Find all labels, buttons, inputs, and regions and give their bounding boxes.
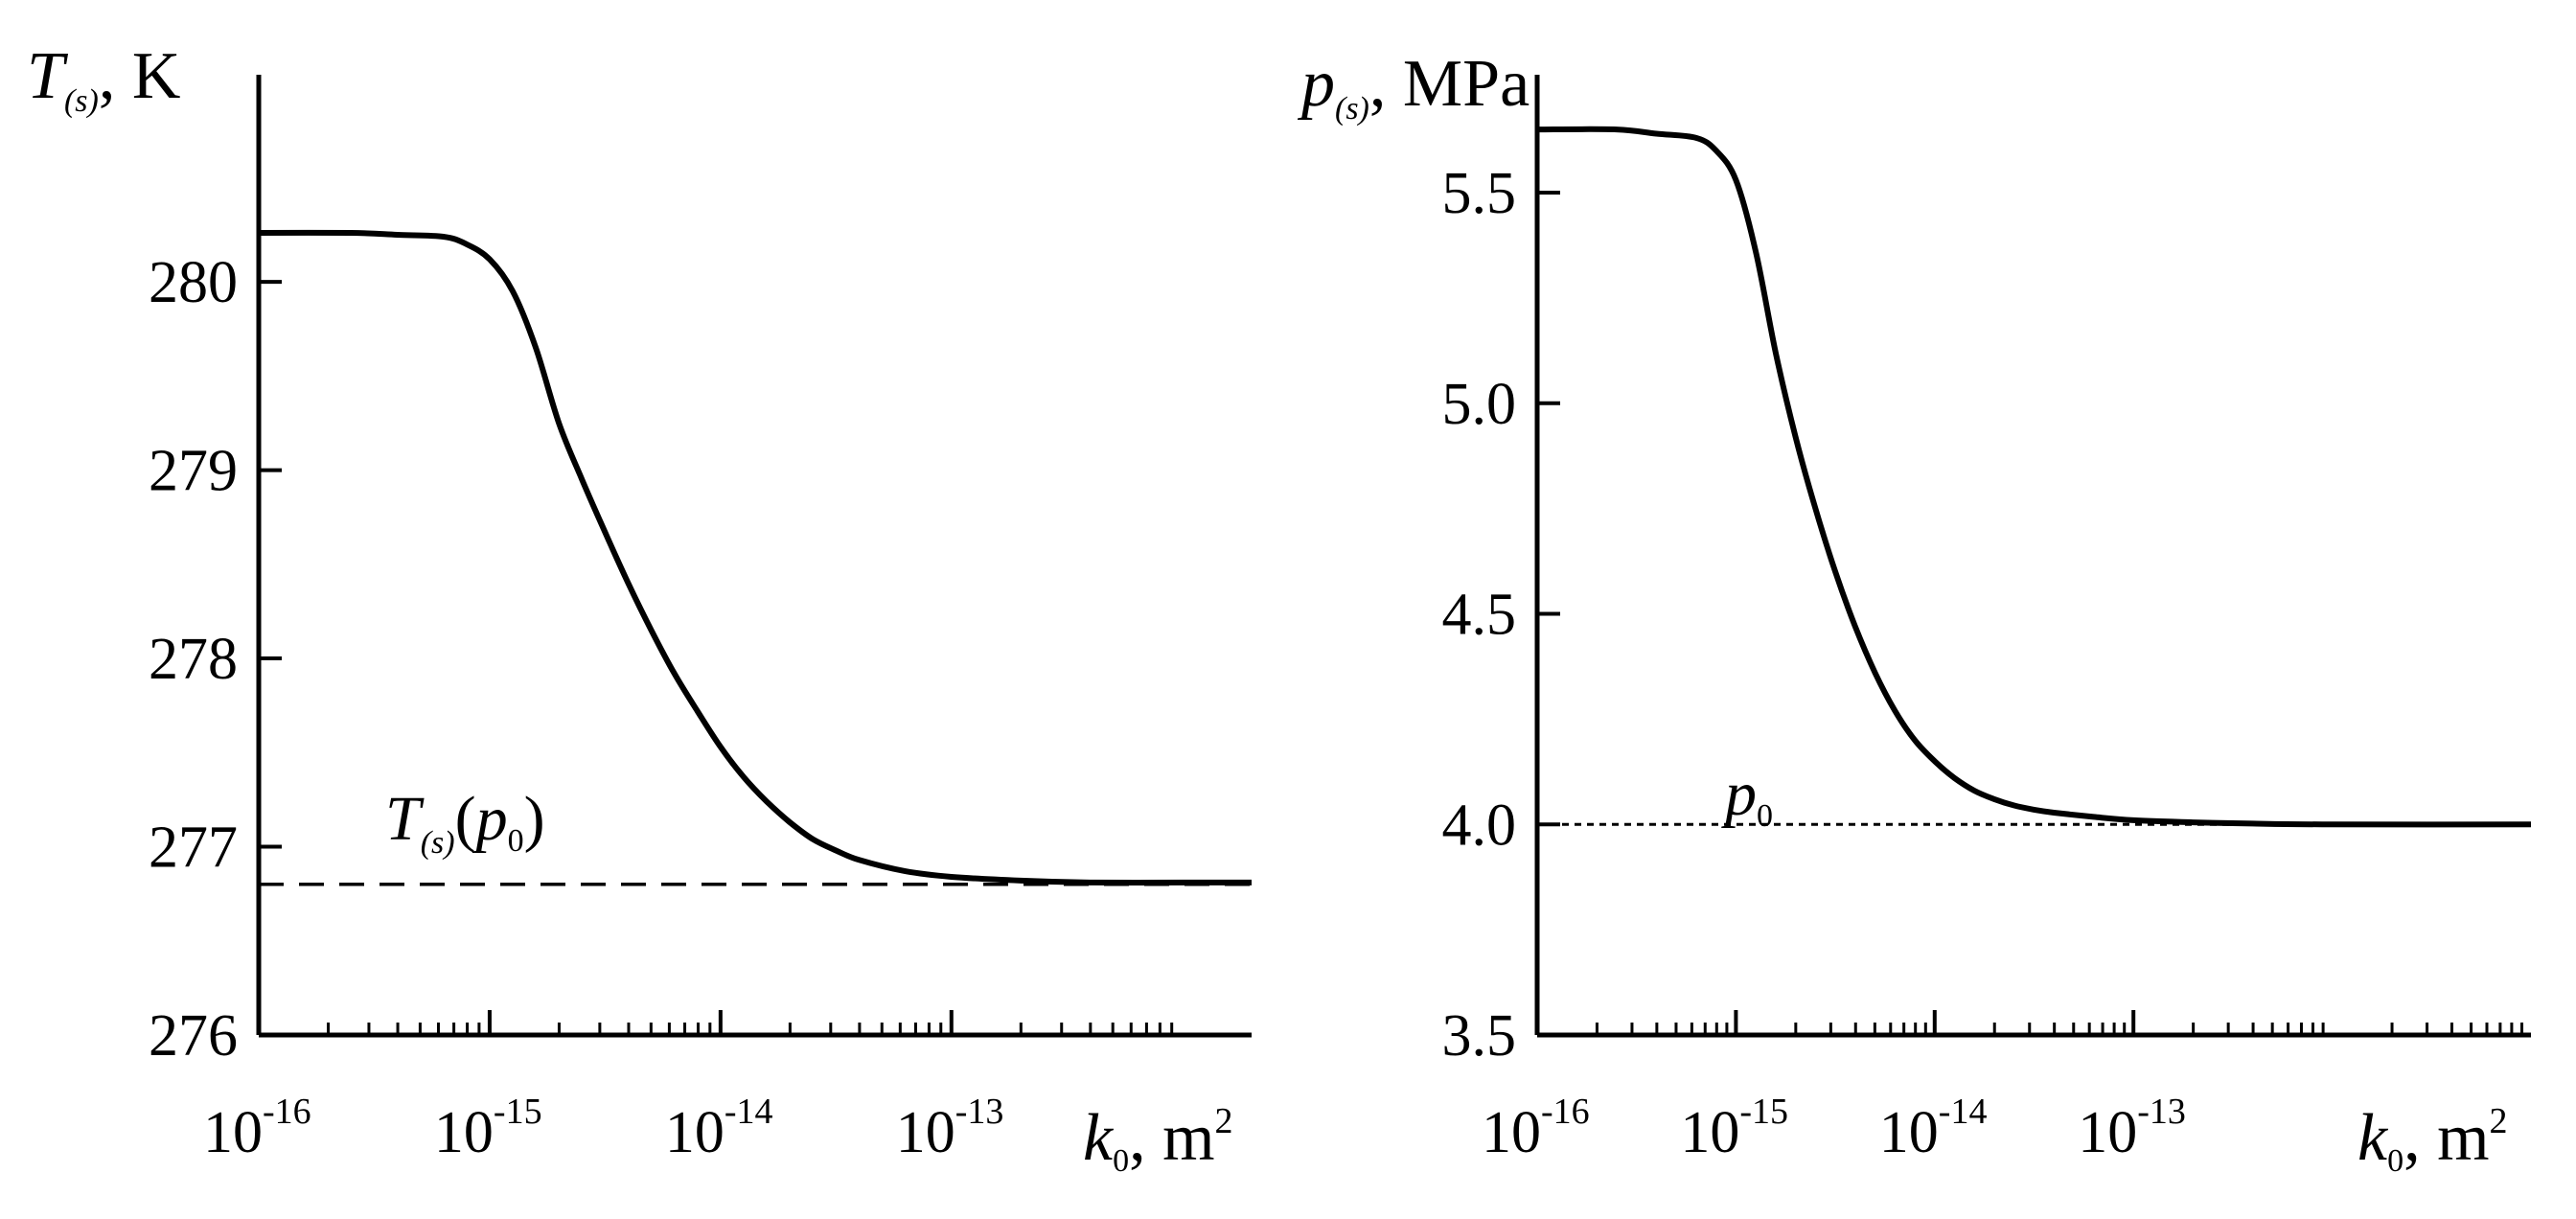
right-x-tick-label: 10-13 [2078,1092,2186,1165]
left-y-tick-labels: 276 277 278 279 280 [149,250,238,1069]
left-y-tick-label: 276 [149,1003,238,1069]
right-y-tick-label: 4.0 [1442,793,1517,858]
chart-right: 3.5 4.0 4.5 5.0 5.5 10-16 10-15 10-14 10-13 p(s… [1297,47,2532,1179]
left-x-tick-label: 10-15 [434,1092,542,1165]
left-x-tick-label: 10-13 [896,1092,1004,1165]
right-axis-ticks [1535,191,2136,1037]
right-y-tick-labels: 3.5 4.0 4.5 5.0 5.5 [1442,161,1517,1069]
left-y-tick-label: 279 [149,439,238,504]
left-y-axis-label: T(s), K [27,39,180,119]
right-y-tick-label: 5.0 [1442,372,1517,437]
left-annotation-label: T(s)(p0) [385,784,545,861]
right-y-tick-label: 5.5 [1442,161,1517,226]
left-x-tick-label: 10-14 [665,1092,773,1165]
left-series-layer [258,229,1252,886]
right-y-axis-label: p(s), MPa [1297,47,1530,126]
right-x-tick-labels: 10-16 10-15 10-14 10-13 [1482,1092,2186,1165]
left-y-tick-label: 280 [149,250,238,315]
right-annotation-label: p0 [1721,759,1773,834]
left-y-tick-label: 277 [149,816,238,881]
right-x-tick-label: 10-16 [1482,1092,1590,1165]
right-y-tick-label: 3.5 [1442,1003,1517,1069]
left-series-curve [258,229,1252,886]
left-x-axis-label: k0, m2 [1083,1101,1233,1179]
right-series-layer [1536,126,2532,828]
right-x-axis-label: k0, m2 [2358,1101,2508,1179]
left-x-tick-label: 10-16 [203,1092,311,1165]
chart-left: 276 277 278 279 280 10-16 10-15 10-14 10-13 T(s… [27,39,1252,1179]
left-x-tick-labels: 10-16 10-15 10-14 10-13 [203,1092,1003,1165]
right-x-tick-label: 10-15 [1680,1092,1788,1165]
right-y-tick-label: 4.5 [1442,583,1517,648]
right-x-tick-label: 10-14 [1879,1092,1988,1165]
right-series-curve [1536,126,2532,828]
left-y-tick-label: 278 [149,627,238,692]
left-axis-ticks [257,280,954,1037]
